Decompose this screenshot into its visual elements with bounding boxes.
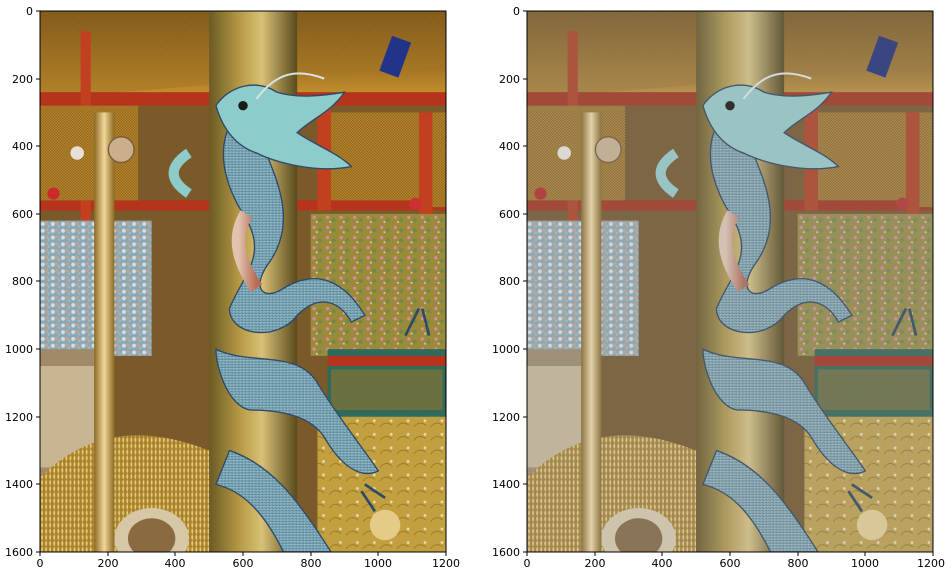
y-tick-label: 600 [12,208,33,221]
y-tick-label: 400 [499,140,520,153]
panel-original: 0 200 400 600 800 1000 1200 0 200 400 60… [5,5,460,570]
x-tick-label: 1200 [432,557,460,570]
x-tick-label: 400 [165,557,186,570]
x-tick-label: 1000 [851,557,879,570]
y-tick-label: 200 [499,73,520,86]
x-tick-label: 800 [301,557,322,570]
y-tick-label: 200 [12,73,33,86]
y-tick-label: 1600 [492,546,520,559]
x-axis-right: 0 200 400 600 800 1000 1200 [524,552,945,570]
y-axis-left: 0 200 400 600 800 1000 1200 1400 1600 [5,5,40,559]
x-tick-label: 0 [524,557,531,570]
x-tick-label: 800 [788,557,809,570]
y-tick-label: 800 [12,275,33,288]
y-tick-label: 1200 [5,411,33,424]
y-tick-label: 600 [499,208,520,221]
y-tick-label: 1200 [492,411,520,424]
x-tick-label: 200 [98,557,119,570]
panel-processed: 0 200 400 600 800 1000 1200 0 200 400 60… [492,5,945,570]
y-tick-label: 1000 [5,343,33,356]
image-processed [527,11,933,569]
x-tick-label: 1200 [917,557,945,570]
y-axis-right: 0 200 400 600 800 1000 1200 1400 1600 [492,5,527,559]
x-axis-left: 0 200 400 600 800 1000 1200 [37,552,460,570]
y-tick-label: 400 [12,140,33,153]
y-tick-label: 1600 [5,546,33,559]
y-tick-label: 800 [499,275,520,288]
y-tick-label: 1000 [492,343,520,356]
x-tick-label: 600 [720,557,741,570]
y-tick-label: 1400 [5,478,33,491]
y-tick-label: 0 [26,5,33,18]
x-tick-label: 200 [585,557,606,570]
y-tick-label: 1400 [492,478,520,491]
image-original [40,11,446,569]
x-tick-label: 600 [233,557,254,570]
x-tick-label: 1000 [364,557,392,570]
x-tick-label: 400 [652,557,673,570]
x-tick-label: 0 [37,557,44,570]
y-tick-label: 0 [513,5,520,18]
